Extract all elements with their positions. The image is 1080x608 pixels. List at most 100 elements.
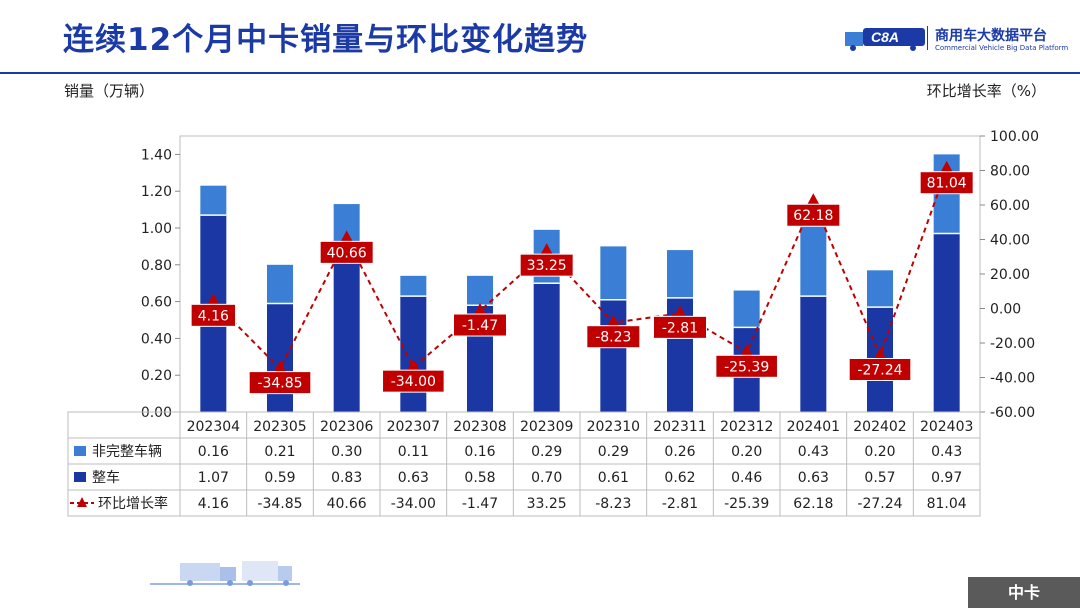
table-cell: 0.62 (664, 470, 695, 486)
y-left-axis-label: 销量（万辆） (64, 82, 154, 100)
table-cell: 0.43 (931, 444, 962, 460)
mom-data-label-202308: -1.47 (462, 318, 498, 334)
bar-non-complete-202310 (600, 246, 627, 300)
y-right-tick-label: -40.00 (990, 371, 1035, 387)
y-left-tick-label: 1.00 (141, 221, 172, 237)
mom-marker-202310 (606, 314, 621, 328)
table-cell: -25.39 (724, 496, 769, 512)
table-cell: 40.66 (327, 496, 367, 512)
platform-logo: C8A 商用车大数据平台 Commercial Vehicle Big Data… (843, 24, 1073, 58)
bar-non-complete-202402 (867, 270, 893, 308)
table-cell: 0.43 (798, 444, 829, 460)
y-right-axis-label: 环比增长率（%） (927, 82, 1046, 100)
logo-divider (927, 26, 928, 50)
table-cell: -27.24 (857, 496, 902, 512)
mom-marker-202402 (873, 347, 887, 361)
table-cell: 62.18 (793, 496, 833, 512)
y-left-tick-label: 0.60 (141, 295, 172, 311)
table-cell: 0.11 (398, 444, 429, 460)
table-cell: 0.20 (864, 444, 895, 460)
mom-data-label-202310: -8.23 (595, 330, 631, 346)
table-cell: 0.46 (731, 470, 762, 486)
mom-label-box (519, 253, 574, 277)
table-cell: 0.29 (531, 444, 562, 460)
bar-non-complete-202312 (733, 290, 760, 328)
table-cell: -8.23 (595, 496, 631, 512)
y-right-tick-label: 0.00 (990, 302, 1021, 318)
mom-label-box (586, 325, 641, 349)
table-cell: 0.16 (198, 444, 229, 460)
table-cell: 0.16 (464, 444, 495, 460)
table-cell: 0.61 (598, 470, 629, 486)
mom-data-label-202402: -27.24 (857, 362, 902, 378)
mom-marker-202312 (739, 344, 754, 358)
x-tick-label-202403: 202403 (920, 419, 973, 435)
bar-non-complete-202311 (667, 250, 693, 298)
bar-complete-202306 (333, 259, 360, 412)
mom-data-label-202305: -34.85 (257, 376, 302, 392)
logo-mark: C8A (871, 29, 899, 45)
mom-label-box (715, 354, 778, 378)
x-tick-label-202401: 202401 (787, 419, 840, 435)
mom-label-box (248, 371, 312, 395)
y-left-tick-label: 1.40 (141, 147, 172, 163)
bar-complete-202401 (800, 296, 827, 412)
table-cell: 0.20 (731, 444, 762, 460)
header-divider (0, 72, 1080, 74)
table-cell: 4.16 (198, 496, 229, 512)
table-cell: 0.26 (664, 444, 695, 460)
table-cell: 0.97 (931, 470, 962, 486)
x-tick-label-202402: 202402 (853, 419, 906, 435)
y-left-tick-label: 0.00 (141, 405, 172, 421)
table-cell: 0.83 (331, 470, 362, 486)
y-right-tick-label: 20.00 (990, 267, 1030, 283)
legend-swatch-0 (74, 446, 86, 456)
mom-label-box (453, 313, 507, 337)
mom-label-box (786, 203, 841, 227)
mom-data-label-202312: -25.39 (724, 359, 769, 375)
x-tick-label-202306: 202306 (320, 419, 374, 435)
x-tick-label-202304: 202304 (187, 419, 241, 435)
mom-data-label-202311: -2.81 (662, 320, 698, 336)
truck-logo-icon: C8A (845, 28, 925, 51)
legend-label-1: 整车 (92, 469, 120, 486)
x-tick-label-202311: 202311 (653, 419, 706, 435)
bar-complete-202309 (533, 283, 560, 412)
x-tick-label-202308: 202308 (453, 419, 506, 435)
mom-data-label-202304: 4.16 (198, 308, 229, 324)
truck-decoration-icon (150, 561, 300, 586)
legend-swatch-1 (74, 472, 86, 482)
table-cell: -34.85 (257, 496, 302, 512)
x-tick-label-202305: 202305 (253, 419, 306, 435)
table-cell: 0.70 (531, 470, 562, 486)
logo-subtext: Commercial Vehicle Big Data Platform (935, 44, 1069, 52)
mom-label-box (190, 303, 237, 327)
y-left-tick-label: 0.80 (141, 258, 172, 274)
mom-label-box (919, 171, 974, 195)
mom-label-box (848, 357, 912, 381)
mom-label-box (653, 315, 707, 339)
x-tick-label-202310: 202310 (587, 419, 640, 435)
mom-marker-202401 (806, 193, 821, 207)
table-cell: 0.21 (264, 444, 295, 460)
table-cell: 0.63 (798, 470, 829, 486)
y-left-tick-label: 1.20 (141, 184, 172, 200)
legend-label-0: 非完整车辆 (92, 443, 162, 460)
x-tick-label-202309: 202309 (520, 419, 573, 435)
data-table: 202304 202305 202306 202307 202308 202309 2023… (67, 411, 981, 517)
table-cell: 0.30 (331, 444, 362, 460)
mom-marker-202307 (406, 359, 421, 373)
mom-data-label-202309: 33.25 (527, 258, 567, 274)
mom-marker-202304 (206, 293, 221, 307)
mom-data-label-202401: 62.18 (793, 208, 833, 224)
mom-marker-202309 (539, 243, 554, 257)
mom-label-box (382, 369, 445, 393)
mom-data-label-202403: 81.04 (927, 176, 967, 192)
bar-non-complete-202307 (400, 275, 427, 297)
mom-marker-202305 (273, 360, 287, 374)
y-right-tick-label: 100.00 (990, 129, 1039, 145)
mom-marker-202308 (473, 303, 487, 317)
y-right-tick-label: 40.00 (990, 233, 1030, 249)
y-right-tick-label: -60.00 (990, 405, 1035, 421)
